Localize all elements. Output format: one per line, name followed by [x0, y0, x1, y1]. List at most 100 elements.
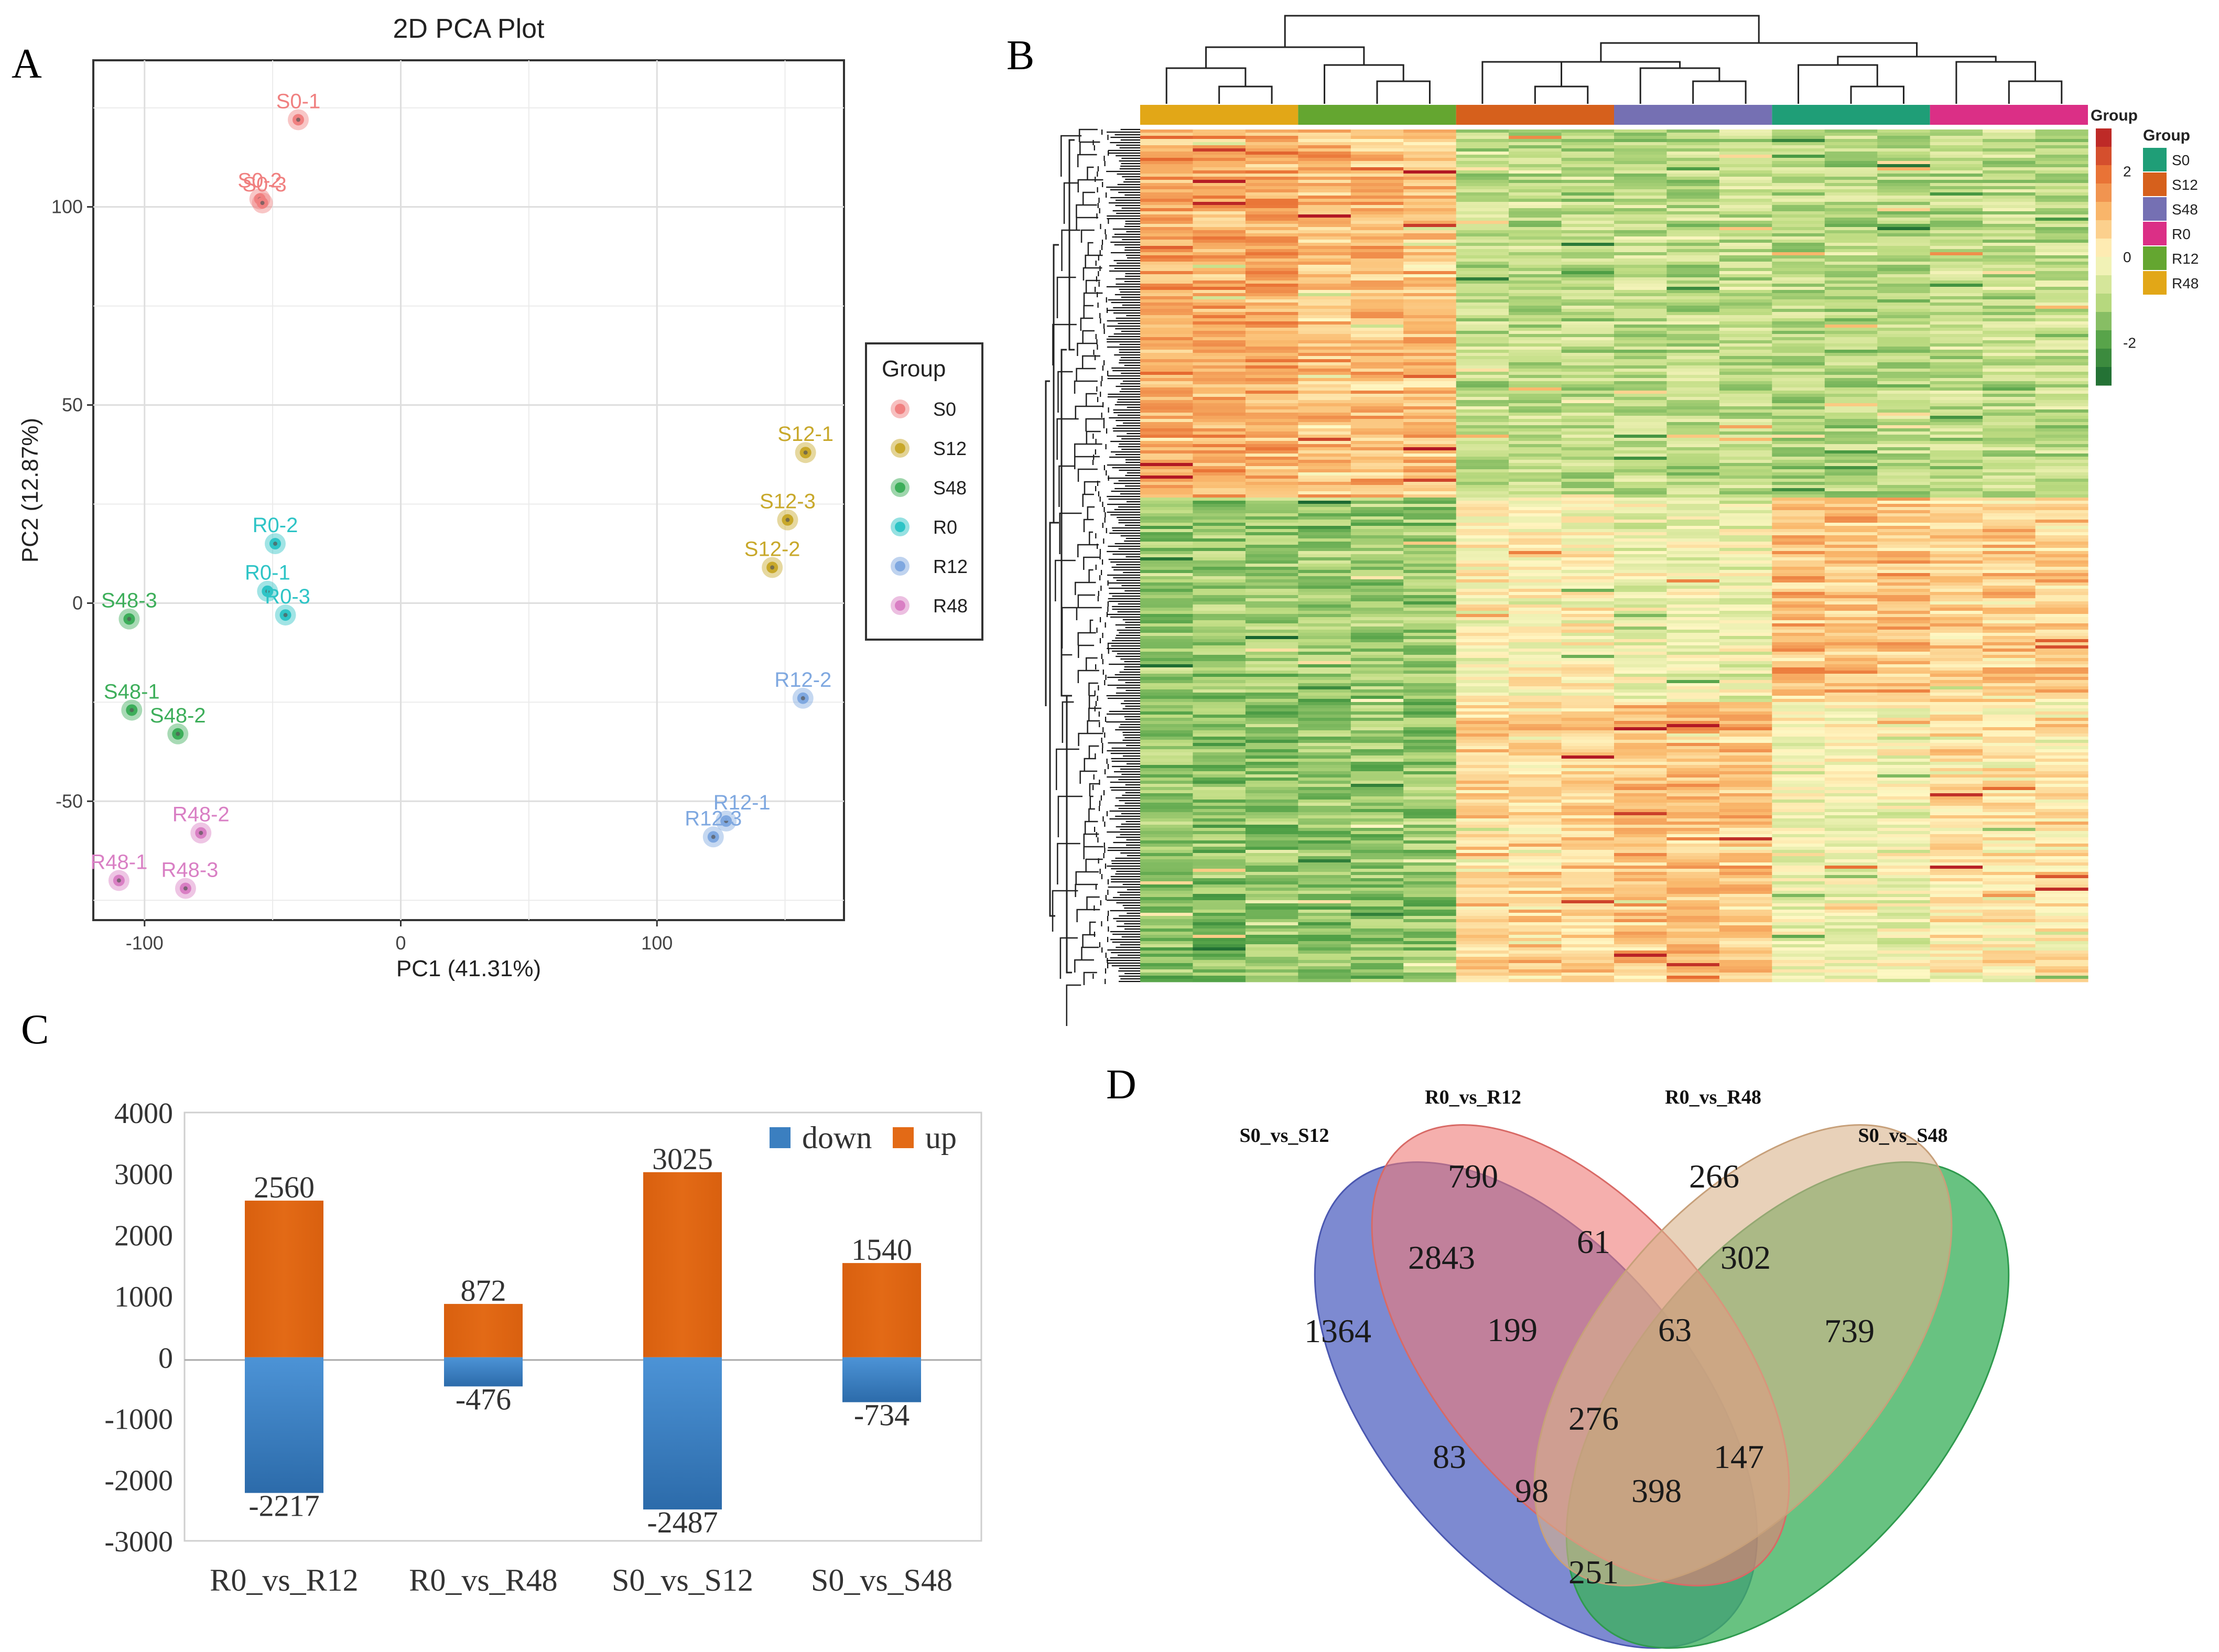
heatmap-cell — [1509, 409, 1562, 413]
heatmap-cell — [1772, 262, 1825, 265]
heatmap-cell — [1245, 309, 1298, 312]
heatmap-cell — [1666, 828, 1720, 832]
heatmap-cell — [1456, 353, 1509, 357]
heatmap-cell — [1403, 403, 1457, 407]
heatmap-cell — [1772, 309, 1825, 312]
heatmap-cell — [1509, 400, 1562, 404]
heatmap-cell — [1245, 277, 1298, 281]
heatmap-cell — [1350, 460, 1404, 463]
heatmap-cell — [1824, 906, 1878, 910]
heatmap-cell — [1350, 567, 1404, 570]
heatmap-cell — [1140, 737, 1193, 740]
heatmap-cell — [1614, 881, 1667, 885]
heatmap-cell — [1245, 350, 1298, 353]
heatmap-cell — [1666, 671, 1720, 674]
heatmap-cell — [1824, 337, 1878, 341]
heatmap-cell — [1614, 573, 1667, 577]
heatmap-cell — [2035, 639, 2088, 643]
heatmap-cell — [1719, 265, 1772, 268]
heatmap-cell — [1930, 221, 1983, 224]
heatmap-cell — [1719, 696, 1772, 699]
heatmap-cell — [1193, 139, 1246, 143]
heatmap-cell — [1245, 677, 1298, 681]
heatmap-cell — [1298, 727, 1351, 731]
pca-point-label: R12-2 — [774, 668, 831, 692]
heatmap-cell — [1509, 589, 1562, 592]
heatmap-cell — [1456, 472, 1509, 476]
heatmap-cell — [1930, 866, 1983, 869]
heatmap-cell — [1666, 211, 1720, 215]
heatmap-cell — [1614, 557, 1667, 561]
heatmap-cell — [1666, 592, 1720, 596]
heatmap-cell — [2035, 803, 2088, 806]
heatmap-cell — [1298, 466, 1351, 470]
heatmap-cell — [1719, 271, 1772, 275]
heatmap-cell — [1509, 205, 1562, 209]
heatmap-cell — [1350, 325, 1404, 328]
heatmap-cell — [1193, 916, 1246, 920]
heatmap-cell — [1140, 752, 1193, 756]
heatmap-cell — [1666, 252, 1720, 256]
heatmap-cell — [1298, 340, 1351, 344]
heatmap-row — [1140, 457, 2088, 460]
heatmap-cell — [1614, 894, 1667, 898]
heatmap-cell — [1719, 809, 1772, 813]
heatmap-cell — [1983, 520, 2036, 523]
heatmap-cell — [1614, 211, 1667, 215]
heatmap-cell — [1298, 888, 1351, 891]
heatmap-cell — [1614, 498, 1667, 501]
heatmap-cell — [1772, 809, 1825, 813]
heatmap-cell — [1772, 535, 1825, 539]
heatmap-cell — [1298, 683, 1351, 687]
heatmap-row — [1140, 271, 2088, 275]
heatmap-cell — [1666, 227, 1720, 231]
heatmap-cell — [1719, 136, 1772, 139]
heatmap-cell — [1561, 862, 1615, 866]
heatmap-cell — [2035, 334, 2088, 338]
heatmap-cell — [1298, 671, 1351, 674]
heatmap-cell — [1456, 164, 1509, 168]
heatmap-cell — [1877, 878, 1931, 882]
heatmap-cell — [1930, 627, 1983, 630]
heatmap-cell — [1350, 287, 1404, 290]
heatmap-cell — [1930, 702, 1983, 706]
heatmap-cell — [1930, 696, 1983, 699]
heatmap-cell — [1140, 494, 1193, 498]
heatmap-cell — [1561, 422, 1615, 426]
heatmap-cell — [1193, 567, 1246, 570]
heatmap-cell — [1298, 174, 1351, 177]
heatmap-cell — [1930, 170, 1983, 174]
heatmap-cell — [1298, 705, 1351, 709]
heatmap-cell — [1298, 309, 1351, 312]
heatmap-cell — [1983, 582, 2036, 586]
heatmap-cell — [1824, 265, 1878, 268]
heatmap-cell — [1719, 457, 1772, 460]
heatmap-cell — [1245, 674, 1298, 677]
heatmap-cell — [1509, 903, 1562, 907]
heatmap-cell — [1193, 428, 1246, 432]
heatmap-cell — [1930, 711, 1983, 715]
heatmap-cell — [1509, 309, 1562, 312]
heatmap-cell — [1561, 177, 1615, 180]
heatmap-cell — [1666, 148, 1720, 152]
heatmap-cell — [1983, 177, 2036, 180]
heatmap-cell — [1245, 167, 1298, 171]
heatmap-cell — [1561, 847, 1615, 850]
heatmap-cell — [1824, 331, 1878, 334]
heatmap-cell — [1456, 337, 1509, 341]
heatmap-cell — [1930, 299, 1983, 303]
heatmap-cell — [1719, 189, 1772, 193]
heatmap-cell — [1983, 557, 2036, 561]
heatmap-cell — [1719, 630, 1772, 633]
heatmap-cell — [1509, 579, 1562, 583]
heatmap-cell — [1403, 290, 1457, 294]
heatmap-cell — [1193, 277, 1246, 281]
heatmap-cell — [1193, 724, 1246, 728]
heatmap-cell — [1877, 218, 1931, 221]
heatmap-cell — [1298, 479, 1351, 482]
heatmap-cell — [2035, 513, 2088, 517]
heatmap-cell — [1614, 806, 1667, 809]
heatmap-cell — [1509, 381, 1562, 385]
heatmap-cell — [1456, 482, 1509, 485]
heatmap-cell — [1877, 438, 1931, 441]
